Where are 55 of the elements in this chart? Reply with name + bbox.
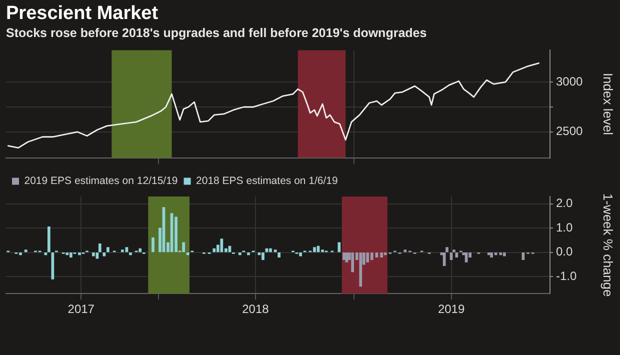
bar xyxy=(313,247,316,252)
bar xyxy=(102,252,106,256)
bar xyxy=(269,248,272,252)
bar xyxy=(19,252,22,256)
bar xyxy=(182,242,186,252)
chart-subtitle: Stocks rose before 2018's upgrades and fell before 2019's downgrades xyxy=(5,25,428,40)
y-axis-title: 1-week % change xyxy=(600,193,616,297)
bar xyxy=(499,252,502,256)
bar xyxy=(220,238,224,252)
bar xyxy=(490,252,493,258)
bar xyxy=(78,252,81,256)
bar xyxy=(404,250,407,252)
bar xyxy=(278,252,281,258)
bar xyxy=(98,244,102,252)
x-tick-label: 2018 xyxy=(242,302,270,316)
legend-label: 2018 EPS estimates on 1/6/19 xyxy=(196,175,338,188)
bar xyxy=(247,252,250,256)
bar xyxy=(359,252,362,287)
y-tick-label: 2500 xyxy=(556,124,584,138)
bar xyxy=(47,226,50,252)
bar xyxy=(446,247,448,252)
y-tick-label: -1.0 xyxy=(556,268,578,283)
bar xyxy=(120,250,124,252)
bar xyxy=(502,252,506,256)
bar xyxy=(380,252,383,258)
y-tick-label: 3000 xyxy=(556,74,584,88)
bar xyxy=(186,252,190,256)
bar xyxy=(262,252,264,260)
bar xyxy=(92,252,95,256)
chart-title: Prescient Market xyxy=(5,2,160,25)
legend-label: 2019 EPS estimates on 12/15/19 xyxy=(24,175,178,188)
bar xyxy=(522,252,525,260)
bar xyxy=(69,252,72,258)
bar xyxy=(24,250,28,252)
bar xyxy=(129,252,132,256)
y-axis-title: Index level xyxy=(600,72,616,136)
x-tick-label: 2019 xyxy=(438,302,465,316)
bar xyxy=(212,248,216,252)
bar xyxy=(366,252,370,262)
bar xyxy=(106,247,110,252)
bar xyxy=(338,242,341,252)
bar xyxy=(299,252,302,256)
bar xyxy=(174,216,178,252)
bar xyxy=(51,252,54,280)
y-tick-label: 0.0 xyxy=(556,244,574,259)
x-tick-label: 2017 xyxy=(68,302,95,316)
bar xyxy=(238,252,242,256)
bar xyxy=(455,252,458,258)
bar xyxy=(138,248,142,252)
y-tick-label: 2.0 xyxy=(556,196,574,210)
bar xyxy=(370,252,374,260)
bar xyxy=(152,237,154,252)
y-tick-label: 1.0 xyxy=(556,220,574,234)
bar xyxy=(66,252,69,256)
bar xyxy=(321,250,324,252)
